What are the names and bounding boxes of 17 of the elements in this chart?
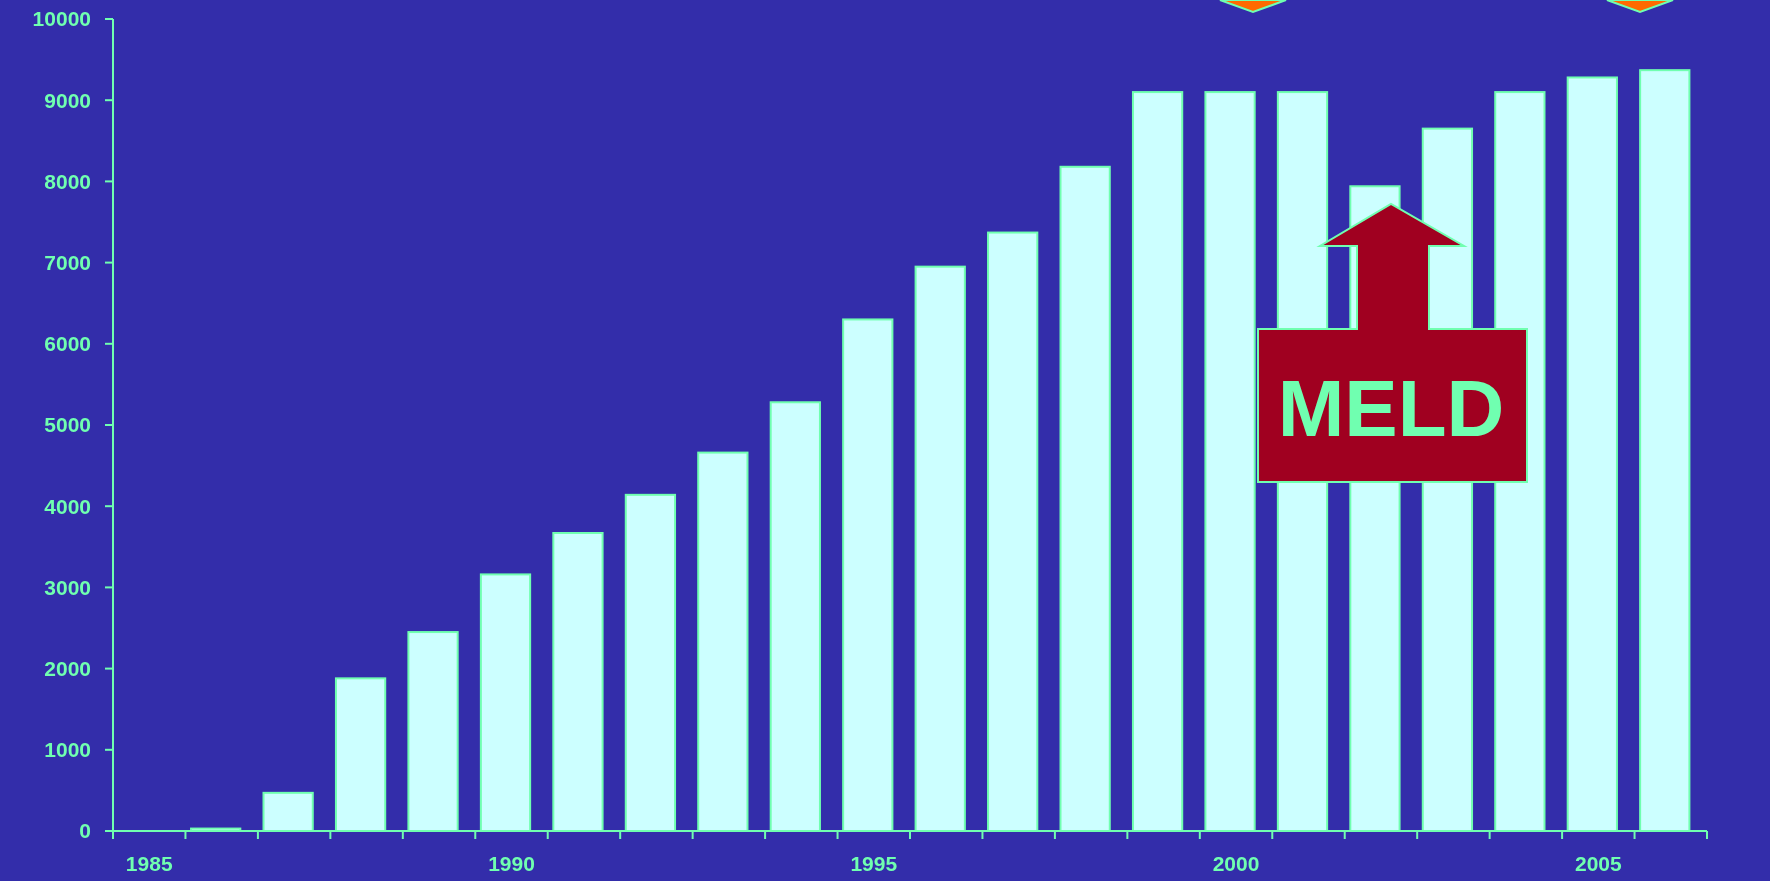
- y-tick-label: 6000: [44, 332, 91, 356]
- y-tick-label: 2000: [44, 656, 91, 680]
- x-tick-label: 2000: [1212, 852, 1260, 875]
- y-tick-label: 4000: [44, 494, 91, 518]
- x-tick-label: 2005: [1574, 852, 1622, 875]
- annotation: MELD: [1277, 364, 1505, 453]
- y-tick-label: 10000: [32, 7, 91, 31]
- y-tick-label: 8000: [44, 169, 91, 193]
- x-tick-label: 1985: [125, 852, 173, 875]
- y-tick-label: 1000: [44, 738, 91, 762]
- x-tick-label: 1990: [488, 852, 535, 875]
- y-tick-label: 9000: [44, 88, 91, 112]
- y-tick-label: 3000: [44, 575, 91, 599]
- x-tick-label: 1995: [850, 852, 898, 875]
- y-tick-label: 5000: [44, 413, 91, 437]
- y-tick-label: 7000: [44, 250, 91, 274]
- y-tick-label: 0: [79, 819, 91, 843]
